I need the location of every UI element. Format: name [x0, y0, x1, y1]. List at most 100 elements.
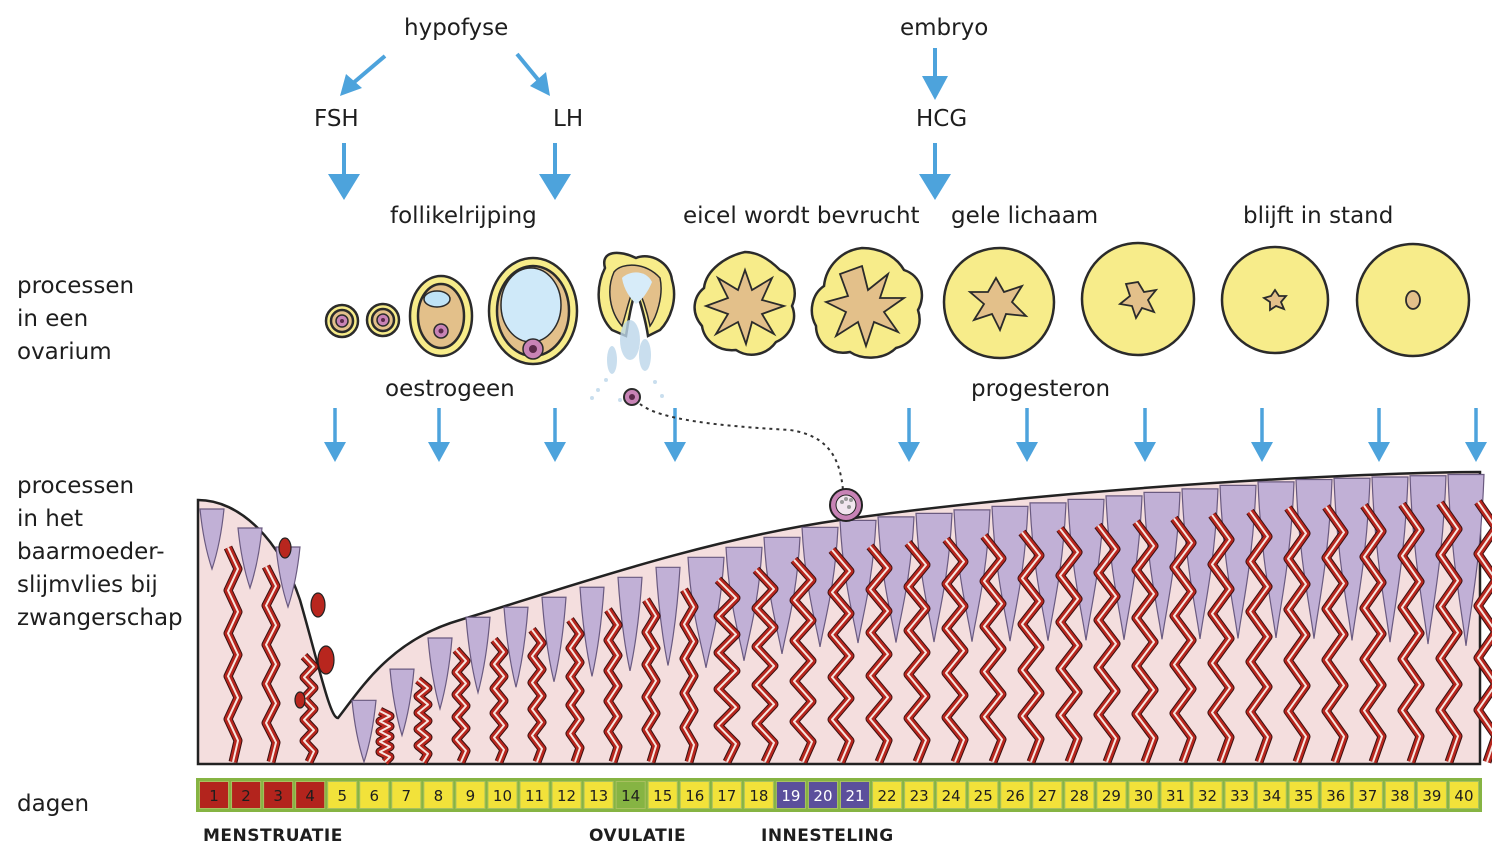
spiral-arteries — [223, 499, 1492, 766]
day-number: 17 — [717, 787, 736, 805]
day-strip: 1 2 3 4 5 6 7 8 9 10 11 12 13 14 15 16 17 18 19 20 21 22 23 24 2… — [196, 778, 1482, 812]
ovary-row-line-3: ovarium — [17, 339, 112, 365]
day-cell: 30 — [1128, 781, 1159, 809]
day-cell: 40 — [1448, 781, 1479, 809]
artery-highlight — [379, 710, 391, 763]
mature-follicle — [487, 256, 579, 366]
artery-highlight — [1097, 524, 1117, 763]
embryo-blastocyst — [829, 488, 863, 522]
gland — [579, 586, 605, 677]
gland — [275, 546, 301, 609]
day-number: 10 — [493, 787, 512, 805]
day-number: 33 — [1230, 787, 1249, 805]
day-cell: 8 — [423, 781, 454, 809]
gland — [199, 508, 225, 571]
day-number: 6 — [370, 787, 380, 805]
artery-highlight — [1363, 505, 1383, 763]
day-cell: 28 — [1064, 781, 1095, 809]
corpus-luteum-developing — [810, 246, 924, 359]
day-cell: 32 — [1192, 781, 1223, 809]
effect-arrow-2 — [428, 408, 450, 462]
day-number: 16 — [685, 787, 704, 805]
pituitary-to-fsh-arrow — [350, 54, 387, 86]
gland — [389, 668, 415, 738]
day-number: 28 — [1070, 787, 1089, 805]
effect-arrow-7 — [1134, 408, 1156, 462]
day-cell: 12 — [551, 781, 582, 809]
artery-highlight — [1135, 521, 1155, 763]
day-number: 26 — [1006, 787, 1025, 805]
day-cell: 34 — [1256, 781, 1287, 809]
ovary-row-line-1: processen — [17, 273, 135, 299]
day-number: 30 — [1134, 787, 1153, 805]
corpus-luteum-2 — [1080, 241, 1196, 357]
day-cell: 31 — [1160, 781, 1191, 809]
day-number: 9 — [466, 787, 476, 805]
artery-highlight — [493, 639, 505, 763]
artery-highlight — [1059, 528, 1079, 763]
day-cell: 21 — [840, 781, 871, 809]
gland — [1447, 473, 1485, 646]
hormone-effect-arrows — [324, 408, 1487, 462]
day-cell: 29 — [1096, 781, 1127, 809]
ovary-process — [324, 241, 1471, 406]
day-cell: 9 — [455, 781, 486, 809]
effect-arrow-10 — [1465, 408, 1487, 462]
endometrial-glands — [199, 473, 1485, 764]
artery-highlight — [793, 559, 813, 763]
fsh-label: FSH — [314, 106, 359, 132]
day-cell: 17 — [711, 781, 742, 809]
ovary-row-label: processen in een ovarium — [17, 270, 134, 369]
day-cell: 2 — [231, 781, 262, 809]
day-cell: 38 — [1384, 781, 1415, 809]
artery-highlight — [531, 629, 543, 763]
artery-highlight — [1287, 507, 1307, 763]
artery-highlight — [869, 545, 889, 763]
day-number: 19 — [781, 787, 800, 805]
day-number: 12 — [557, 787, 576, 805]
menstruation-label: MENSTRUATIE — [203, 826, 343, 846]
pituitary-to-lh-arrow — [515, 52, 542, 84]
day-number: 18 — [749, 787, 768, 805]
day-number: 32 — [1198, 787, 1217, 805]
day-number: 39 — [1422, 787, 1441, 805]
day-cell: 1 — [199, 781, 230, 809]
day-number: 35 — [1294, 787, 1313, 805]
day-cell: 11 — [519, 781, 550, 809]
day-cell: 25 — [968, 781, 999, 809]
fertilized-label: eicel wordt bevrucht — [683, 203, 920, 229]
artery-highlight — [645, 599, 657, 763]
implantation-label: INNESTELING — [761, 826, 894, 846]
artery-highlight — [755, 569, 775, 763]
effect-arrow-8 — [1251, 408, 1273, 462]
day-cell: 23 — [904, 781, 935, 809]
gland — [617, 576, 643, 672]
uterus-row-line-3: baarmoeder- — [17, 539, 165, 565]
embryo-label: embryo — [900, 15, 989, 41]
artery-highlight — [1325, 506, 1345, 763]
artery-highlight — [717, 579, 737, 763]
day-cell: 16 — [679, 781, 710, 809]
lh-label: LH — [553, 106, 584, 132]
day-number: 25 — [974, 787, 993, 805]
artery-highlight — [1211, 514, 1231, 763]
day-number: 36 — [1326, 787, 1345, 805]
effect-arrow-4 — [664, 408, 686, 462]
day-cell: 3 — [263, 781, 294, 809]
corpus-luteum-3 — [1220, 245, 1330, 355]
menstrual-blood-drops — [278, 537, 335, 709]
day-cell: 39 — [1416, 781, 1447, 809]
gland — [1371, 476, 1409, 643]
day-number: 20 — [813, 787, 832, 805]
effect-arrow-9 — [1368, 408, 1390, 462]
effect-arrow-6 — [1016, 408, 1038, 462]
artery-highlight — [1021, 531, 1041, 763]
artery-highlight — [1401, 503, 1421, 763]
day-number: 8 — [434, 787, 444, 805]
artery-highlight — [1249, 510, 1269, 763]
corpus-luteum-label: gele lichaam — [951, 203, 1099, 229]
effect-arrow-3 — [544, 408, 566, 462]
day-cell: 33 — [1224, 781, 1255, 809]
day-cell: 13 — [583, 781, 614, 809]
artery-highlight — [831, 549, 851, 763]
